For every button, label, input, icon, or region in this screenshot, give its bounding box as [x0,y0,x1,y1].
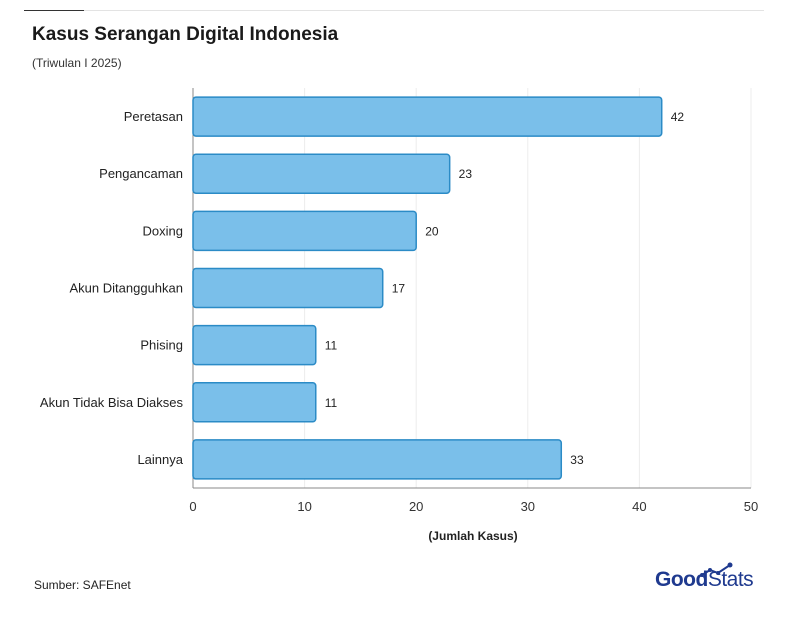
bar [192,267,384,309]
category-label: Akun Tidak Bisa Diakses [40,395,184,410]
x-tick-label: 50 [744,499,758,514]
category-label: Lainnya [137,452,183,467]
data-label: 17 [392,282,406,296]
top-rule-light [84,10,764,11]
x-tick-label: 40 [632,499,646,514]
bar-chart: 0 10 20 30 40 50 Peretasan 42 Pengancaman 23 Doxin… [40,88,758,543]
data-label: 11 [325,396,338,410]
bar [192,96,663,137]
logo-good: Good [655,568,708,591]
x-tick-label: 20 [409,499,423,514]
chart-title: Kasus Serangan Digital Indonesia [32,24,339,45]
logo-trend-icon [700,562,733,577]
data-label: 33 [570,453,584,467]
top-rule-dark [24,10,84,11]
category-label: Peretasan [124,109,183,124]
x-tick-label: 0 [189,499,196,514]
x-tick-label: 10 [297,499,311,514]
logo-stats: Stats [707,568,754,591]
source-note: Sumber: SAFEnet [34,578,131,592]
data-label: 11 [325,339,338,353]
data-label: 20 [425,224,439,238]
category-label: Doxing [143,223,183,238]
bar [192,324,317,366]
category-label: Phising [140,338,183,353]
goodstats-logo: GoodStats [655,568,754,592]
category-label: Akun Ditangguhkan [70,281,183,296]
data-label: 42 [671,110,685,124]
x-tick-label: 30 [521,499,535,514]
bar [192,153,451,194]
chart-subtitle: (Triwulan I 2025) [32,56,122,70]
bar [192,439,563,480]
category-label: Pengancaman [99,166,183,181]
bar [192,210,417,252]
bar [192,382,317,423]
x-axis-title: (Jumlah Kasus) [428,529,517,543]
data-label: 23 [459,167,473,181]
